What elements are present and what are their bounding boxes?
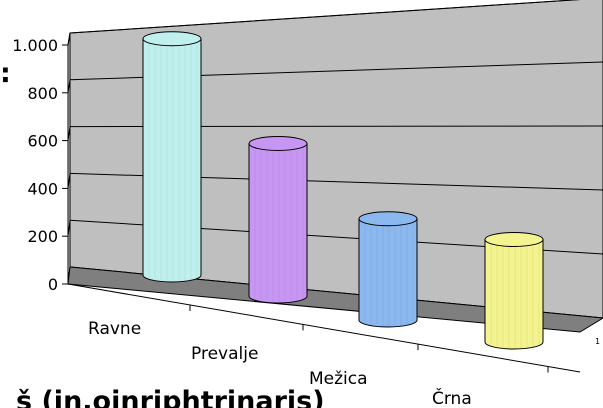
bar-ravne <box>142 31 202 283</box>
x-tick-label: Prevalje <box>191 344 258 364</box>
bar-body <box>484 239 544 350</box>
y-tick-label: 800 <box>27 84 58 103</box>
bar-top <box>142 31 202 47</box>
x-tick-label: Ravne <box>88 319 141 339</box>
cut-off-colon: : <box>0 58 11 89</box>
bar-črna <box>484 232 544 350</box>
y-tick-label: 600 <box>27 132 58 151</box>
bar-top <box>248 136 308 151</box>
value-axis: 0 200 400 600 800 1.000 <box>12 36 69 294</box>
x-axis-line <box>67 283 581 373</box>
bar-prevalje <box>248 136 308 304</box>
bar-top <box>484 232 544 247</box>
y-tick-label: 0 <box>48 275 58 294</box>
x-tick-label: Črna <box>432 387 472 408</box>
gridline <box>69 0 581 34</box>
bar-body <box>358 218 418 328</box>
chart-floor <box>67 266 603 333</box>
bar-top <box>358 211 418 227</box>
gridline-side <box>67 32 71 46</box>
bars <box>142 31 544 350</box>
depth-axis-label: 1 <box>595 337 600 346</box>
bar-body <box>142 38 202 283</box>
cut-off-heading-text: š (in.oinriphtrinaris) <box>16 386 325 408</box>
category-axis: Ravne Prevalje Mežica Črna <box>67 283 581 408</box>
bar-body <box>248 143 308 304</box>
y-tick-label: 1.000 <box>12 36 58 55</box>
x-tick-label: Mežica <box>309 369 368 389</box>
y-tick-label: 400 <box>27 179 58 198</box>
floor-panel <box>67 266 603 333</box>
y-tick-label: 200 <box>27 227 58 246</box>
bar-mežica <box>358 211 418 328</box>
